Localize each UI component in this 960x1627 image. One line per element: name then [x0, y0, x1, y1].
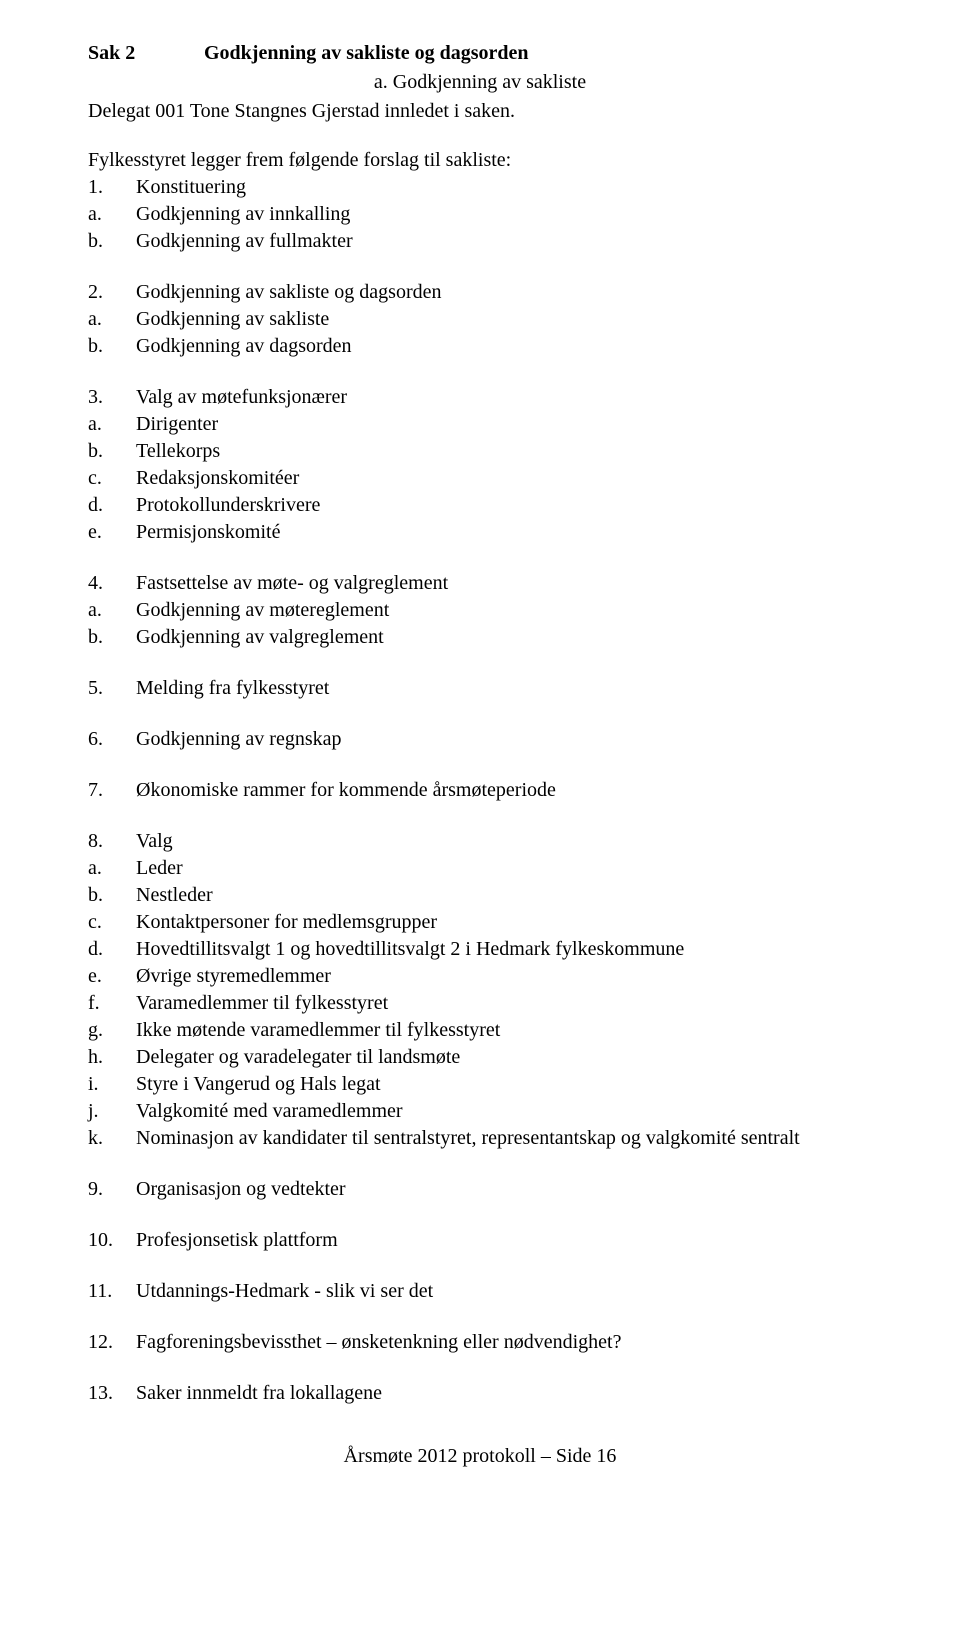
item-text: Permisjonskomité: [136, 519, 872, 546]
marker-a: a.: [88, 306, 136, 333]
sak-header: Sak 2 Godkjenning av sakliste og dagsord…: [88, 40, 872, 67]
item-text: Valgkomité med varamedlemmer: [136, 1098, 872, 1125]
marker-a: a.: [88, 411, 136, 438]
sak-subtitle: a. Godkjenning av sakliste: [88, 69, 872, 96]
num: 3.: [88, 384, 136, 411]
section-title: Godkjenning av regnskap: [136, 726, 872, 753]
intro-text: Delegat 001 Tone Stangnes Gjerstad innle…: [88, 98, 872, 125]
item-text: Godkjenning av innkalling: [136, 201, 872, 228]
page-footer: Årsmøte 2012 protokoll – Side 16: [88, 1443, 872, 1470]
item-text: Protokollunderskrivere: [136, 492, 872, 519]
item-text: Hovedtillitsvalgt 1 og hovedtillitsvalgt…: [136, 936, 872, 963]
marker-b: b.: [88, 228, 136, 255]
item-text: Leder: [136, 855, 872, 882]
num: 8.: [88, 828, 136, 855]
section-1: 1.Konstituering a.Godkjenning av innkall…: [88, 174, 872, 255]
num: 9.: [88, 1176, 136, 1203]
marker-c: c.: [88, 909, 136, 936]
section-title: Utdannings-Hedmark - slik vi ser det: [136, 1278, 872, 1305]
section-title: Profesjonsetisk plattform: [136, 1227, 872, 1254]
section-title: Valg: [136, 828, 872, 855]
marker-f: f.: [88, 990, 136, 1017]
lead-text: Fylkesstyret legger frem følgende forsla…: [88, 147, 872, 174]
section-11: 11.Utdannings-Hedmark - slik vi ser det: [88, 1278, 872, 1305]
item-text: Redaksjonskomitéer: [136, 465, 872, 492]
marker-b: b.: [88, 333, 136, 360]
num: 5.: [88, 675, 136, 702]
marker-d: d.: [88, 936, 136, 963]
marker-a: a.: [88, 201, 136, 228]
marker-k: k.: [88, 1125, 136, 1152]
section-title: Konstituering: [136, 174, 872, 201]
section-title: Melding fra fylkesstyret: [136, 675, 872, 702]
item-text: Nestleder: [136, 882, 872, 909]
section-4: 4.Fastsettelse av møte- og valgreglement…: [88, 570, 872, 651]
section-13: 13.Saker innmeldt fra lokallagene: [88, 1380, 872, 1407]
item-text: Godkjenning av sakliste: [136, 306, 872, 333]
marker-b: b.: [88, 882, 136, 909]
section-title: Økonomiske rammer for kommende årsmøtepe…: [136, 777, 872, 804]
section-title: Fastsettelse av møte- og valgreglement: [136, 570, 872, 597]
item-text: Ikke møtende varamedlemmer til fylkessty…: [136, 1017, 872, 1044]
item-text: Delegater og varadelegater til landsmøte: [136, 1044, 872, 1071]
item-text: Kontaktpersoner for medlemsgrupper: [136, 909, 872, 936]
marker-a: a.: [88, 597, 136, 624]
item-text: Øvrige styremedlemmer: [136, 963, 872, 990]
num: 7.: [88, 777, 136, 804]
marker-e: e.: [88, 519, 136, 546]
item-text: Godkjenning av møtereglement: [136, 597, 872, 624]
num: 10.: [88, 1227, 136, 1254]
section-title: Organisasjon og vedtekter: [136, 1176, 872, 1203]
section-3: 3.Valg av møtefunksjonærer a.Dirigenter …: [88, 384, 872, 546]
section-7: 7.Økonomiske rammer for kommende årsmøte…: [88, 777, 872, 804]
section-9: 9.Organisasjon og vedtekter: [88, 1176, 872, 1203]
item-text: Styre i Vangerud og Hals legat: [136, 1071, 872, 1098]
marker-h: h.: [88, 1044, 136, 1071]
item-text: Dirigenter: [136, 411, 872, 438]
num: 6.: [88, 726, 136, 753]
num: 2.: [88, 279, 136, 306]
item-text: Godkjenning av dagsorden: [136, 333, 872, 360]
num: 13.: [88, 1380, 136, 1407]
marker-c: c.: [88, 465, 136, 492]
section-title: Valg av møtefunksjonærer: [136, 384, 872, 411]
sak-number: Sak 2: [88, 40, 204, 67]
item-text: Varamedlemmer til fylkesstyret: [136, 990, 872, 1017]
section-5: 5.Melding fra fylkesstyret: [88, 675, 872, 702]
item-text: Nominasjon av kandidater til sentralstyr…: [136, 1125, 872, 1152]
item-text: Godkjenning av valgreglement: [136, 624, 872, 651]
num: 4.: [88, 570, 136, 597]
section-title: Fagforeningsbevissthet – ønsketenkning e…: [136, 1329, 872, 1356]
section-12: 12.Fagforeningsbevissthet – ønsketenknin…: [88, 1329, 872, 1356]
num: 12.: [88, 1329, 136, 1356]
marker-i: i.: [88, 1071, 136, 1098]
item-text: Godkjenning av fullmakter: [136, 228, 872, 255]
num: 1.: [88, 174, 136, 201]
sak-title: Godkjenning av sakliste og dagsorden: [204, 40, 529, 67]
marker-b: b.: [88, 624, 136, 651]
marker-b: b.: [88, 438, 136, 465]
section-title: Godkjenning av sakliste og dagsorden: [136, 279, 872, 306]
marker-d: d.: [88, 492, 136, 519]
marker-g: g.: [88, 1017, 136, 1044]
marker-a: a.: [88, 855, 136, 882]
section-8: 8.Valg a.Leder b.Nestleder c.Kontaktpers…: [88, 828, 872, 1152]
section-6: 6.Godkjenning av regnskap: [88, 726, 872, 753]
section-2: 2.Godkjenning av sakliste og dagsorden a…: [88, 279, 872, 360]
marker-j: j.: [88, 1098, 136, 1125]
section-title: Saker innmeldt fra lokallagene: [136, 1380, 872, 1407]
item-text: Tellekorps: [136, 438, 872, 465]
marker-e: e.: [88, 963, 136, 990]
section-10: 10.Profesjonsetisk plattform: [88, 1227, 872, 1254]
num: 11.: [88, 1278, 136, 1305]
